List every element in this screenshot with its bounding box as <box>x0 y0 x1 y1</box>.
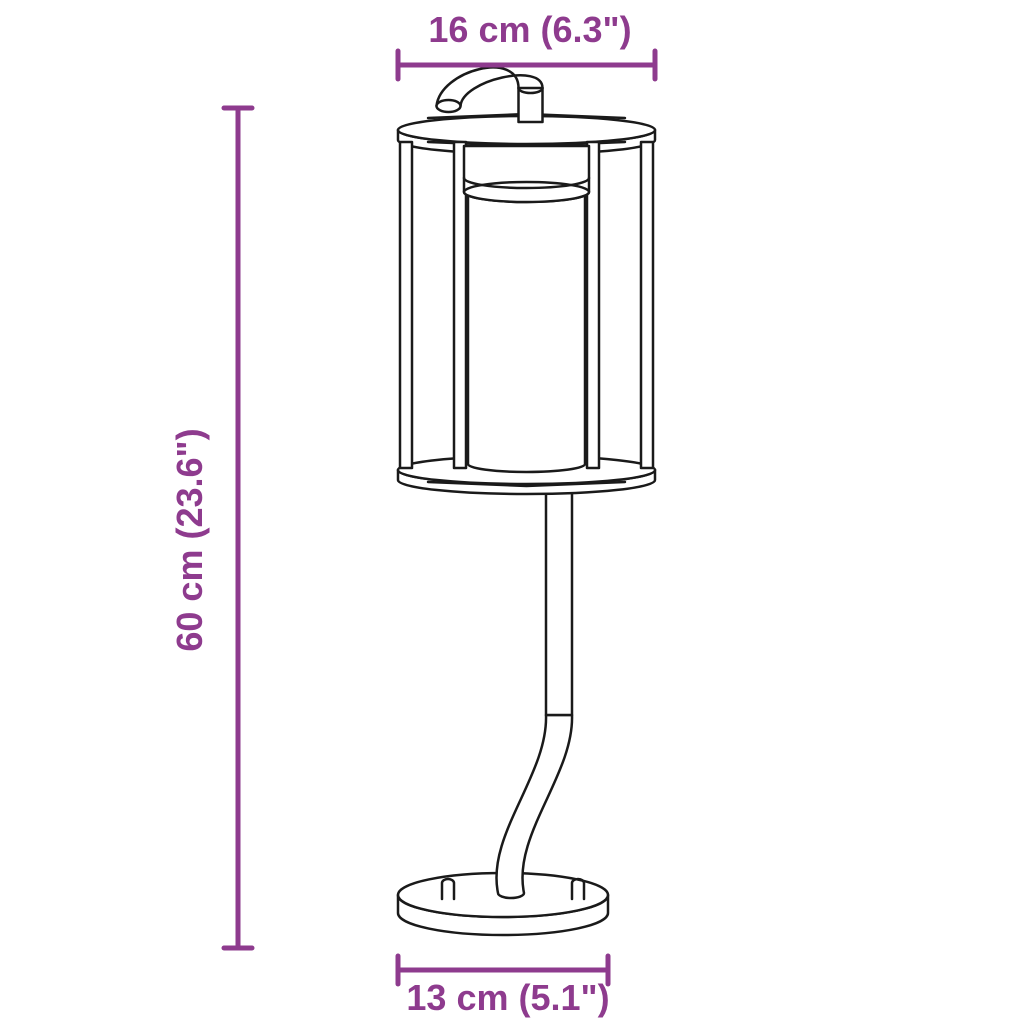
dimension-vertical <box>224 108 252 948</box>
dimension-label: 16 cm (6.3") <box>428 9 631 50</box>
lamp-dimension-diagram: 16 cm (6.3") 60 cm (23.6") 13 cm (5.1") <box>0 0 1024 1024</box>
lamp-outline <box>398 68 655 935</box>
dimension-label: 60 cm (23.6") <box>169 428 210 651</box>
dimension-label: 13 cm (5.1") <box>406 977 609 1018</box>
